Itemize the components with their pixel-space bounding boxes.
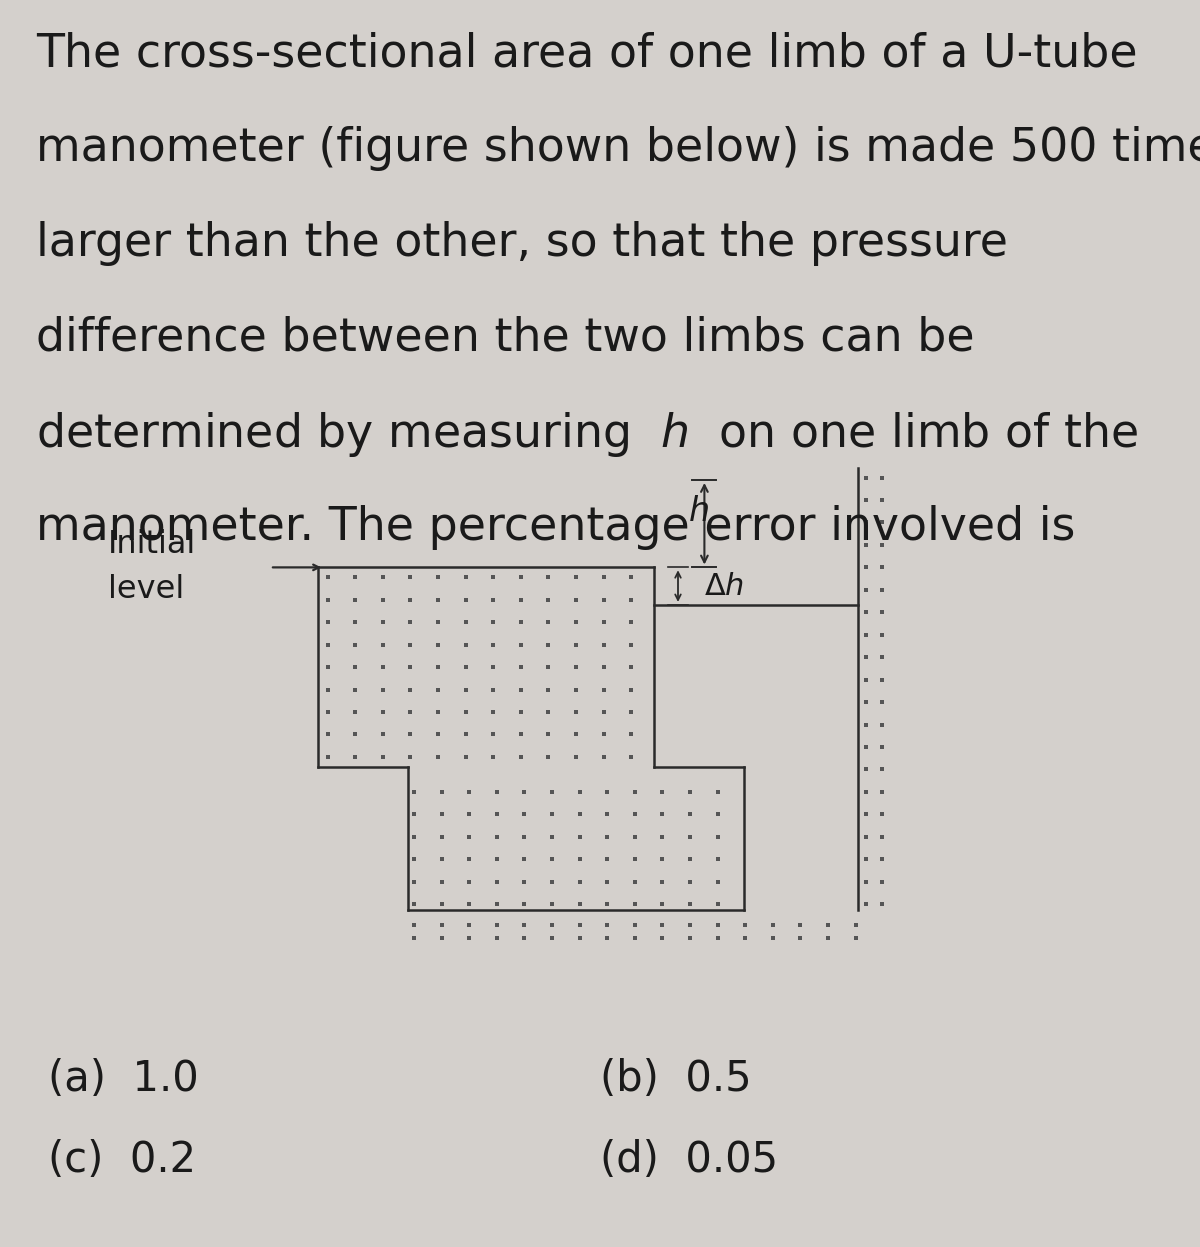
Text: $\Delta h$: $\Delta h$	[704, 571, 744, 601]
Text: (d)  0.05: (d) 0.05	[600, 1139, 778, 1181]
Text: (c)  0.2: (c) 0.2	[48, 1139, 196, 1181]
Text: Initial: Initial	[108, 530, 197, 560]
Text: level: level	[108, 575, 185, 605]
Text: (b)  0.5: (b) 0.5	[600, 1057, 751, 1100]
Text: $h$: $h$	[688, 495, 709, 527]
Text: difference between the two limbs can be: difference between the two limbs can be	[36, 315, 974, 360]
Text: determined by measuring  $h$  on one limb of the: determined by measuring $h$ on one limb …	[36, 410, 1138, 459]
Text: larger than the other, so that the pressure: larger than the other, so that the press…	[36, 221, 1008, 266]
Text: manometer (figure shown below) is made 500 times: manometer (figure shown below) is made 5…	[36, 126, 1200, 171]
Text: manometer. The percentage error involved is: manometer. The percentage error involved…	[36, 505, 1075, 550]
Text: (a)  1.0: (a) 1.0	[48, 1057, 199, 1100]
Text: The cross-sectional area of one limb of a U-tube: The cross-sectional area of one limb of …	[36, 31, 1138, 76]
